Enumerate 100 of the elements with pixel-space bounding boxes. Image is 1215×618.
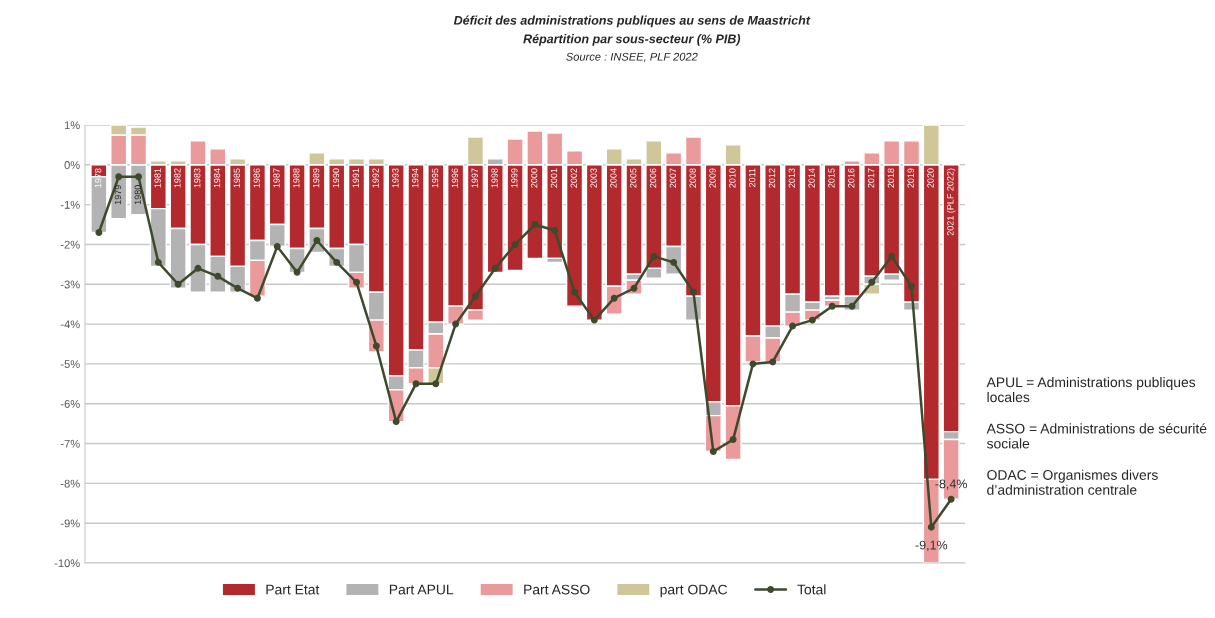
x-tick-label: 1981 [154,168,161,188]
y-tick-label: -7% [60,439,80,448]
annotation: -9,1% [915,540,948,551]
chart-subtitle: Répartition par sous-secteur (% PIB) [523,33,741,46]
point [769,358,777,366]
x-tick-label: 2014 [808,168,815,188]
x-tick-label: 1998 [491,168,498,188]
point [551,227,559,234]
y-tick-label: -8% [60,479,80,488]
point [392,418,400,426]
point [491,264,499,272]
y-tick-label: -10% [54,559,80,568]
point [828,302,836,310]
x-tick-label: 2000 [530,168,538,188]
x-tick-label: 2001 [550,168,558,188]
point [412,380,420,388]
x-tick-label: 2013 [788,168,795,188]
point [888,252,896,260]
point [590,316,598,324]
x-tick-label: 2020 [927,168,934,188]
point [729,436,737,444]
y-tick-label: -2% [60,240,80,249]
point [253,294,261,302]
y-tick-label: 0% [64,161,80,169]
y-tick-label: -4% [60,320,80,329]
point [234,284,242,292]
y-tick-label: -9% [60,519,80,528]
point [452,320,460,328]
point [789,322,797,330]
x-tick-label: 1987 [273,168,280,188]
x-tick-label: 2010 [729,168,736,188]
x-tick-label: 2017 [867,168,875,188]
source-note: Source : INSEE, PLF 2022 [566,52,698,62]
x-tick-label: 1995 [431,168,439,188]
y-tick-label: -5% [60,360,80,369]
x-tick-label: 2007 [669,168,677,188]
text: ASSO = Administrations de sécurité sociale [986,423,1207,449]
x-tick-label: 1994 [412,168,419,188]
x-tick-label: 2018 [887,168,895,188]
point [749,360,757,368]
x-tick-label: 1991 [352,168,359,188]
point [808,316,816,324]
x-tick-label: 2005 [630,168,637,188]
x-tick-label: 1983 [194,168,201,188]
x-tick-label: 1989 [312,168,320,188]
text: ODAC = Organismes divers d’administration centrale [987,469,1158,495]
point [650,252,658,260]
x-tick-label: 2021 (PLF 2022) [946,168,956,236]
x-tick-label: 2002 [570,168,577,188]
x-tick-label: 1997 [471,168,478,188]
x-tick-label: 1984 [213,168,221,188]
x-tick-label: 1982 [174,168,181,188]
point [689,288,697,296]
point [531,221,539,229]
point [372,342,380,350]
x-tick-label: 2011 [748,168,756,187]
x-tick-label: 1980 [134,185,141,205]
point [471,292,479,300]
x-tick-label: 1990 [332,168,340,188]
x-tick-label: 2008 [689,168,696,188]
x-tick-label: 2004 [610,168,617,188]
point [432,380,440,388]
x-tick-label: 1992 [372,168,379,188]
point [214,272,222,280]
point [194,264,202,272]
x-tick-label: 2003 [590,168,597,188]
x-tick-label: 1996 [451,168,459,188]
x-tick-label: 2015 [828,168,835,188]
point [115,173,123,181]
point [927,523,935,531]
point [571,288,579,296]
legend-label: Part APUL [389,584,454,595]
legend-label: Part Etat [266,584,320,595]
point [273,242,281,250]
point [947,495,955,503]
x-tick-label: 2006 [649,168,657,188]
x-tick-label: 2012 [768,168,776,188]
chart-title: Déficit des administrations publiques au sens de Maastricht [453,15,811,28]
y-tick-label: -1% [60,200,80,209]
x-tick-label: 1993 [392,168,399,188]
point [95,229,103,236]
x-tick-label: 1985 [233,168,241,188]
point [333,258,341,266]
x-tick-label: 1999 [511,168,518,188]
point [293,268,301,276]
bar [823,164,841,297]
text: APUL = Administrations publiques locales [986,376,1196,403]
x-tick-label: 1988 [293,168,300,188]
y-tick-label: -3% [60,280,80,289]
x-tick-label: 2019 [907,168,914,188]
point [709,448,717,455]
legend-label: part ODAC [660,584,728,598]
point [511,240,519,248]
x-tick-label: 2009 [709,168,716,188]
legend-label: Part ASSO [524,584,590,595]
annotation: -8,4% [935,479,968,490]
y-tick-label: 1% [64,121,80,130]
bar [585,164,603,321]
legend-label: Total [797,584,826,595]
point [135,173,142,181]
